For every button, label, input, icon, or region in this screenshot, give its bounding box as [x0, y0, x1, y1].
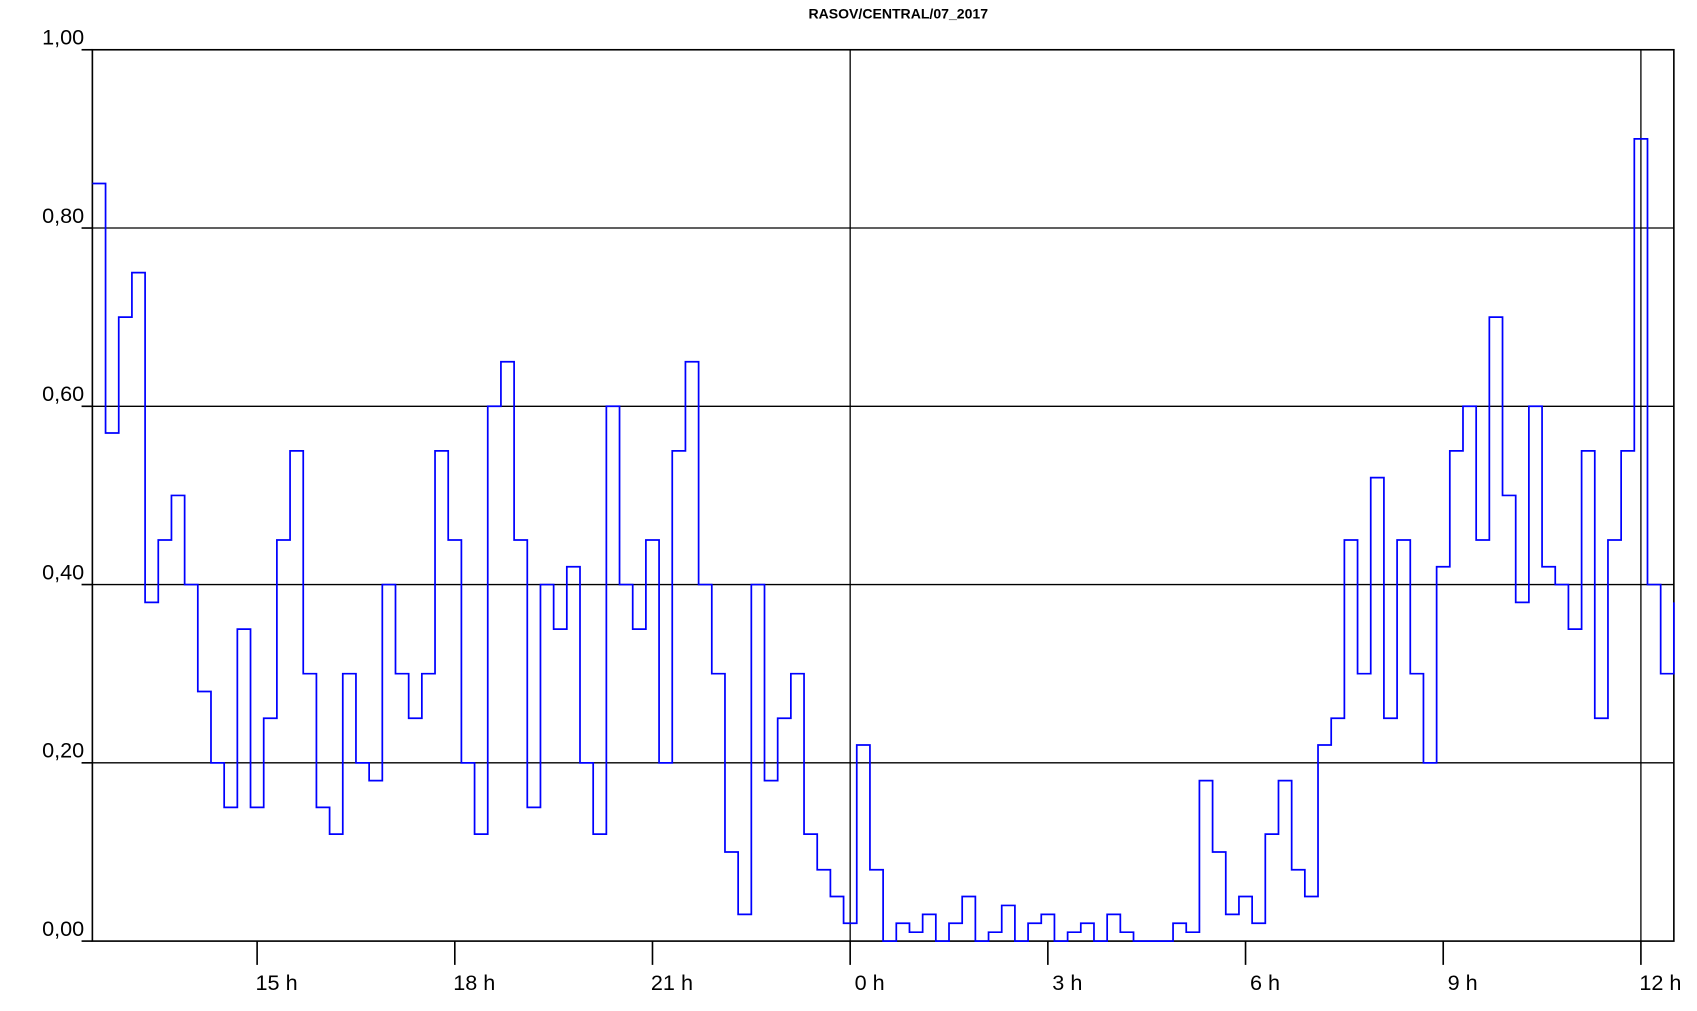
- x-tick-label: 18 h: [453, 970, 495, 995]
- y-tick-label: 1,00: [42, 25, 84, 50]
- x-tick-label: 3 h: [1052, 970, 1082, 995]
- y-tick-label: 0,40: [42, 559, 84, 584]
- x-tick-label: 15 h: [256, 970, 298, 995]
- x-tick-label: 21 h: [651, 970, 693, 995]
- y-tick-label: 0,60: [42, 381, 84, 406]
- x-tick-label: 0 h: [855, 970, 885, 995]
- x-tick-label: 9 h: [1448, 970, 1478, 995]
- x-tick-label: 12 h: [1639, 970, 1681, 995]
- data-line: [92, 138, 1675, 942]
- x-tick-label: 6 h: [1250, 970, 1280, 995]
- y-tick-label: 0,20: [42, 738, 84, 763]
- y-tick-label: 0,00: [42, 916, 84, 941]
- y-tick-label: 0,80: [42, 203, 84, 228]
- chart-title: RASOV/CENTRAL/07_2017: [808, 5, 988, 21]
